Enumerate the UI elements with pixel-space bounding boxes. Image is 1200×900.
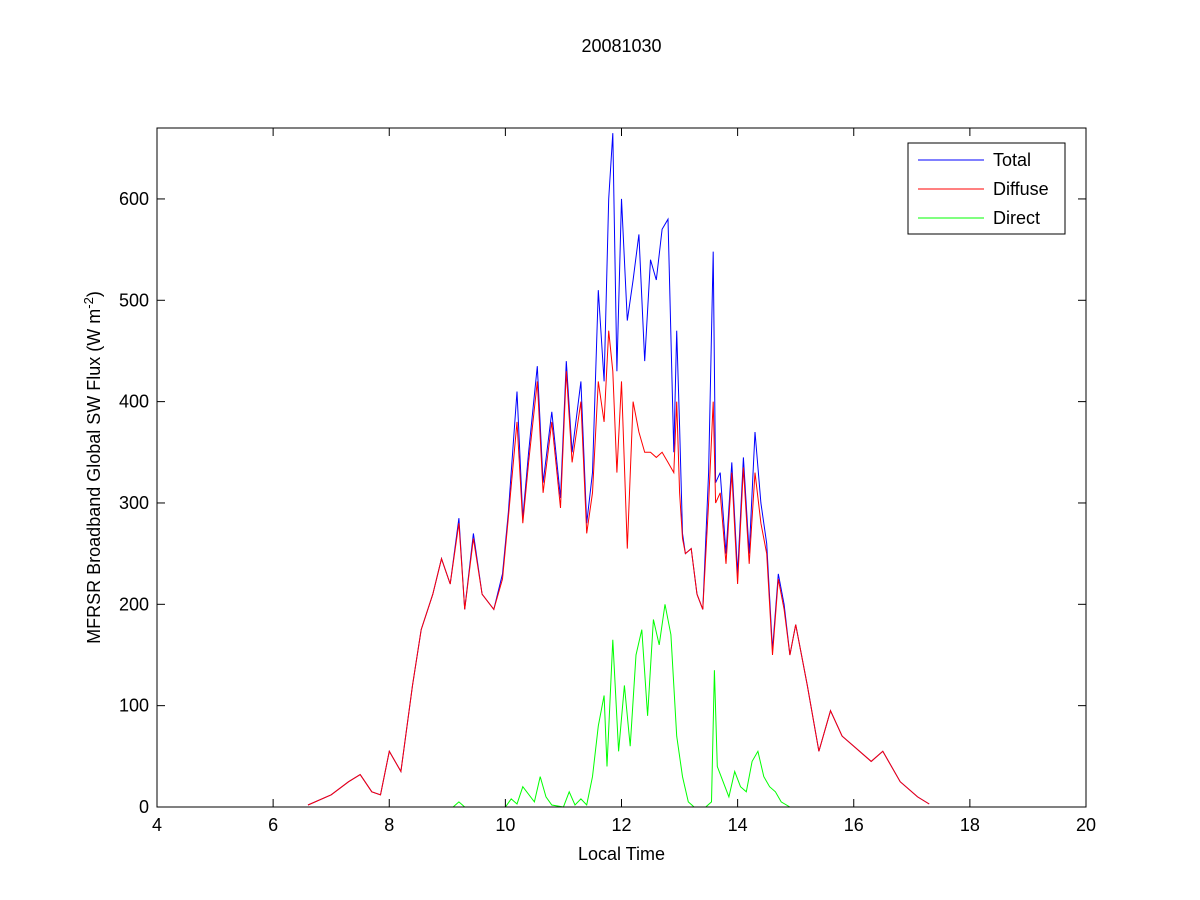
y-tick-label: 0 xyxy=(139,797,149,817)
y-tick-label: 200 xyxy=(119,594,149,614)
series-line-direct xyxy=(308,604,930,808)
y-axis-title-main: MFRSR Broadband Global SW Flux (W m xyxy=(84,309,104,644)
chart-title: 20081030 xyxy=(581,36,661,56)
y-tick-label: 400 xyxy=(119,392,149,412)
series-layer xyxy=(307,133,930,808)
x-tick-label: 16 xyxy=(844,815,864,835)
series-line-total xyxy=(307,133,930,806)
x-tick-label: 8 xyxy=(384,815,394,835)
legend-label-direct: Direct xyxy=(993,208,1040,228)
y-tick-label: 600 xyxy=(119,189,149,209)
y-axis-title: MFRSR Broadband Global SW Flux (W m-2) xyxy=(81,291,104,644)
x-tick-label: 14 xyxy=(728,815,748,835)
x-axis-title: Local Time xyxy=(578,844,665,864)
y-tick-label: 100 xyxy=(119,696,149,716)
legend: Total Diffuse Direct xyxy=(907,142,1066,235)
y-tick-label: 500 xyxy=(119,290,149,310)
legend-label-total: Total xyxy=(993,150,1031,170)
y-axis-title-close: ) xyxy=(84,291,104,297)
x-tick-label: 18 xyxy=(960,815,980,835)
legend-label-diffuse: Diffuse xyxy=(993,179,1049,199)
x-tick-label: 12 xyxy=(611,815,631,835)
series-line-diffuse xyxy=(307,330,930,806)
x-tick-label: 6 xyxy=(268,815,278,835)
x-tick-label: 4 xyxy=(152,815,162,835)
y-tick-label: 300 xyxy=(119,493,149,513)
y-axis-title-superscript: -2 xyxy=(81,297,96,309)
x-tick-label: 20 xyxy=(1076,815,1096,835)
x-tick-label: 10 xyxy=(495,815,515,835)
